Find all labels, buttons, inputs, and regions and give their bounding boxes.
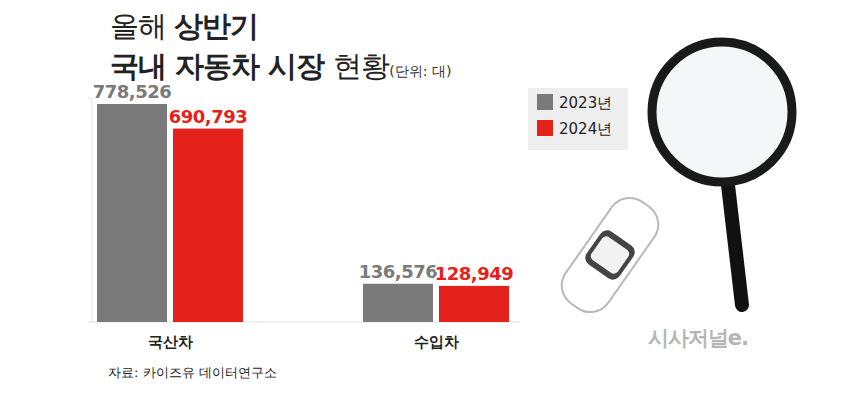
bar <box>173 129 243 322</box>
car-roof <box>589 234 631 275</box>
unit-label: (단위: 대) <box>389 63 451 79</box>
x-tick-label: 국산차 <box>148 333 193 351</box>
title-word: 상반기 <box>174 9 258 43</box>
title-word: 자동차 <box>175 49 268 83</box>
data-label: 690,793 <box>169 106 247 127</box>
title: 올해 상반기 국내 자동차 시장 현황(단위: 대) <box>110 6 451 91</box>
title-line: 올해 상반기 <box>110 6 451 46</box>
decoration <box>553 42 792 321</box>
legend-box <box>528 88 628 150</box>
title-word: 현황 <box>333 49 389 83</box>
x-tick-label: 수입차 <box>414 333 459 351</box>
title-word: 국내 <box>110 49 175 83</box>
data-label: 778,526 <box>93 81 171 102</box>
legend-label: 2024년 <box>559 120 612 138</box>
source: 자료: 카이즈유 데이터연구소 <box>108 365 277 380</box>
car-body <box>553 189 667 320</box>
car <box>553 189 667 320</box>
title-word: 시장 <box>268 49 333 83</box>
title-word: 올해 <box>110 9 174 43</box>
data-labels: 778,526 690,793 136,576128,949 <box>93 81 513 284</box>
bar <box>363 284 433 322</box>
chart: 778,526690,793136,576128,949국산차수입차2023년2… <box>0 0 860 395</box>
y-axis <box>92 98 93 322</box>
car-window <box>582 227 638 283</box>
legend-label: 2023년 <box>559 94 612 112</box>
y-tick <box>88 98 92 99</box>
watermark: 시사저널e. <box>648 326 748 350</box>
bar <box>97 104 167 322</box>
magnifier-lens <box>652 42 792 182</box>
legend: 2023년 2024년 <box>528 88 628 150</box>
legend-swatch <box>537 94 553 110</box>
legend-swatch <box>537 120 553 136</box>
y-tick <box>88 322 92 323</box>
bars <box>97 104 509 322</box>
magnifier-handle <box>728 185 742 305</box>
data-label: 128,949 <box>435 263 513 284</box>
bar <box>439 286 509 322</box>
data-label: 136,576 <box>359 261 437 282</box>
